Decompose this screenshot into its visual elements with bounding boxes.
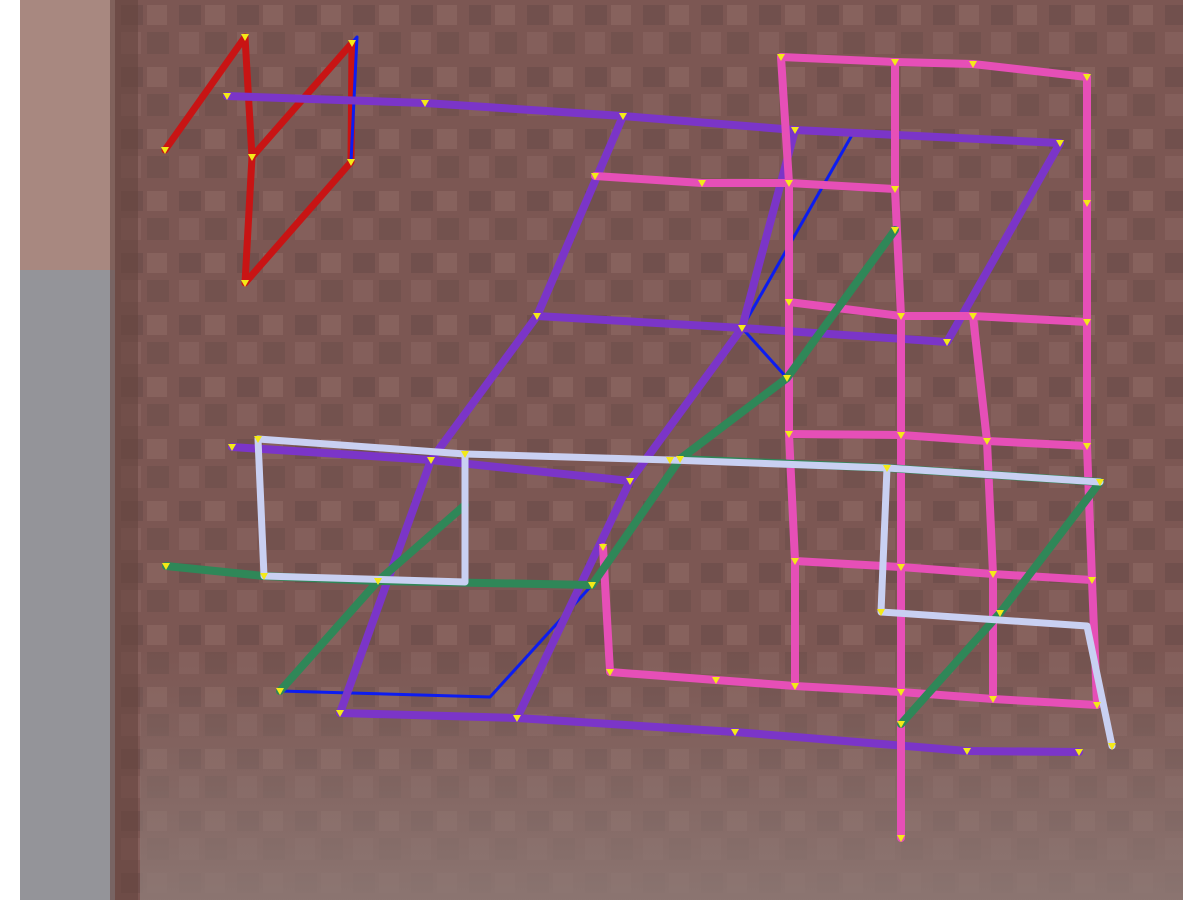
pink-line[interactable] — [969, 312, 997, 703]
vertex-marker — [969, 313, 977, 320]
vertex-marker — [963, 748, 971, 755]
vertex-marker — [989, 571, 997, 578]
vertex-marker — [897, 432, 905, 439]
vertex-marker — [791, 558, 799, 565]
vertex-marker — [897, 721, 905, 728]
vertex-marker — [254, 436, 262, 443]
vertex-marker — [897, 313, 905, 320]
vertex-marker — [1093, 702, 1101, 709]
lavender-line[interactable] — [877, 464, 1116, 750]
vertex-marker — [1083, 200, 1091, 207]
pink-line[interactable] — [591, 172, 899, 193]
vertex-marker — [336, 710, 344, 717]
vertex-marker — [943, 339, 951, 346]
vertex-marker — [248, 154, 256, 161]
vertex-marker — [1056, 140, 1064, 147]
vertex-marker — [421, 100, 429, 107]
vertex-marker — [712, 677, 720, 684]
vertex-marker — [348, 40, 356, 47]
vertex-marker — [591, 173, 599, 180]
purple-line[interactable] — [336, 312, 541, 722]
vertex-marker — [1096, 479, 1104, 486]
vertex-marker — [996, 610, 1004, 617]
vertex-marker — [1083, 74, 1091, 81]
vertex-marker — [626, 478, 634, 485]
vertex-marker — [1108, 743, 1116, 750]
vertex-marker — [533, 313, 541, 320]
vertex-marker — [791, 127, 799, 134]
vertex-marker — [260, 573, 268, 580]
pink-line[interactable] — [785, 430, 1091, 450]
vertex-marker — [783, 375, 791, 382]
pink-line[interactable] — [599, 543, 799, 690]
vertex-marker — [427, 457, 435, 464]
vertex-marker — [791, 683, 799, 690]
vertex-marker — [599, 544, 607, 551]
vertex-marker — [513, 715, 521, 722]
right-margin — [1183, 0, 1200, 900]
vertex-marker — [161, 147, 169, 154]
vertex-marker — [989, 696, 997, 703]
vertex-marker — [1083, 443, 1091, 450]
vertex-marker — [877, 609, 885, 616]
vertex-marker — [883, 465, 891, 472]
pink-line[interactable] — [785, 298, 1091, 326]
vertex-marker — [785, 299, 793, 306]
vertex-marker — [983, 438, 991, 445]
vertex-marker — [241, 34, 249, 41]
vertex-marker — [1083, 319, 1091, 326]
vertex-marker — [588, 582, 596, 589]
vertex-marker — [619, 113, 627, 120]
vertex-marker — [162, 563, 170, 570]
pink-line[interactable] — [791, 557, 1096, 584]
vertex-marker — [241, 280, 249, 287]
vertex-marker — [698, 180, 706, 187]
vertex-marker — [1075, 749, 1083, 756]
vertex-marker — [676, 456, 684, 463]
vertex-marker — [374, 578, 382, 585]
vertex-marker — [666, 457, 674, 464]
vertex-markers — [161, 34, 1116, 842]
vertex-marker — [969, 61, 977, 68]
left-margin — [0, 0, 20, 900]
green-line[interactable] — [588, 226, 899, 589]
vertex-marker — [223, 93, 231, 100]
vertex-marker — [891, 186, 899, 193]
vertex-marker — [606, 669, 614, 676]
vertex-marker — [891, 227, 899, 234]
vertex-marker — [461, 451, 469, 458]
vertex-marker — [731, 729, 739, 736]
vertex-marker — [785, 180, 793, 187]
vertex-marker — [777, 54, 785, 61]
vertex-marker — [891, 59, 899, 66]
vertex-marker — [738, 325, 746, 332]
lavender-line[interactable] — [254, 435, 469, 586]
vertex-marker — [897, 564, 905, 571]
vertex-marker — [897, 835, 905, 842]
vertex-marker — [276, 688, 284, 695]
vertex-marker — [228, 444, 236, 451]
vertex-marker — [785, 431, 793, 438]
vertex-marker — [1088, 577, 1096, 584]
vertex-marker — [897, 689, 905, 696]
vertex-marker — [347, 159, 355, 166]
